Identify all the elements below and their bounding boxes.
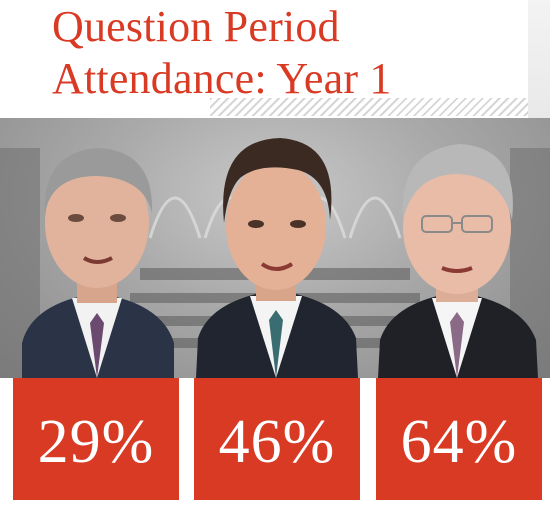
background-shade [528, 0, 550, 118]
bar-value-label-2: 46% [218, 408, 336, 476]
bottom-margin [0, 500, 550, 505]
bar-2: 46% [194, 378, 360, 500]
hatch-decoration [210, 98, 528, 116]
bar-value-label-1: 29% [37, 408, 155, 476]
portrait-left [22, 148, 174, 378]
bar-value-label-3: 64% [400, 408, 518, 476]
page-title-line-2: Attendance: Year 1 [52, 54, 392, 103]
page-title-line-1: Question Period [52, 2, 340, 51]
portrait-center [196, 138, 358, 378]
bar-1: 29% [13, 378, 179, 500]
portrait-right [378, 144, 538, 378]
bar-3: 64% [376, 378, 542, 500]
